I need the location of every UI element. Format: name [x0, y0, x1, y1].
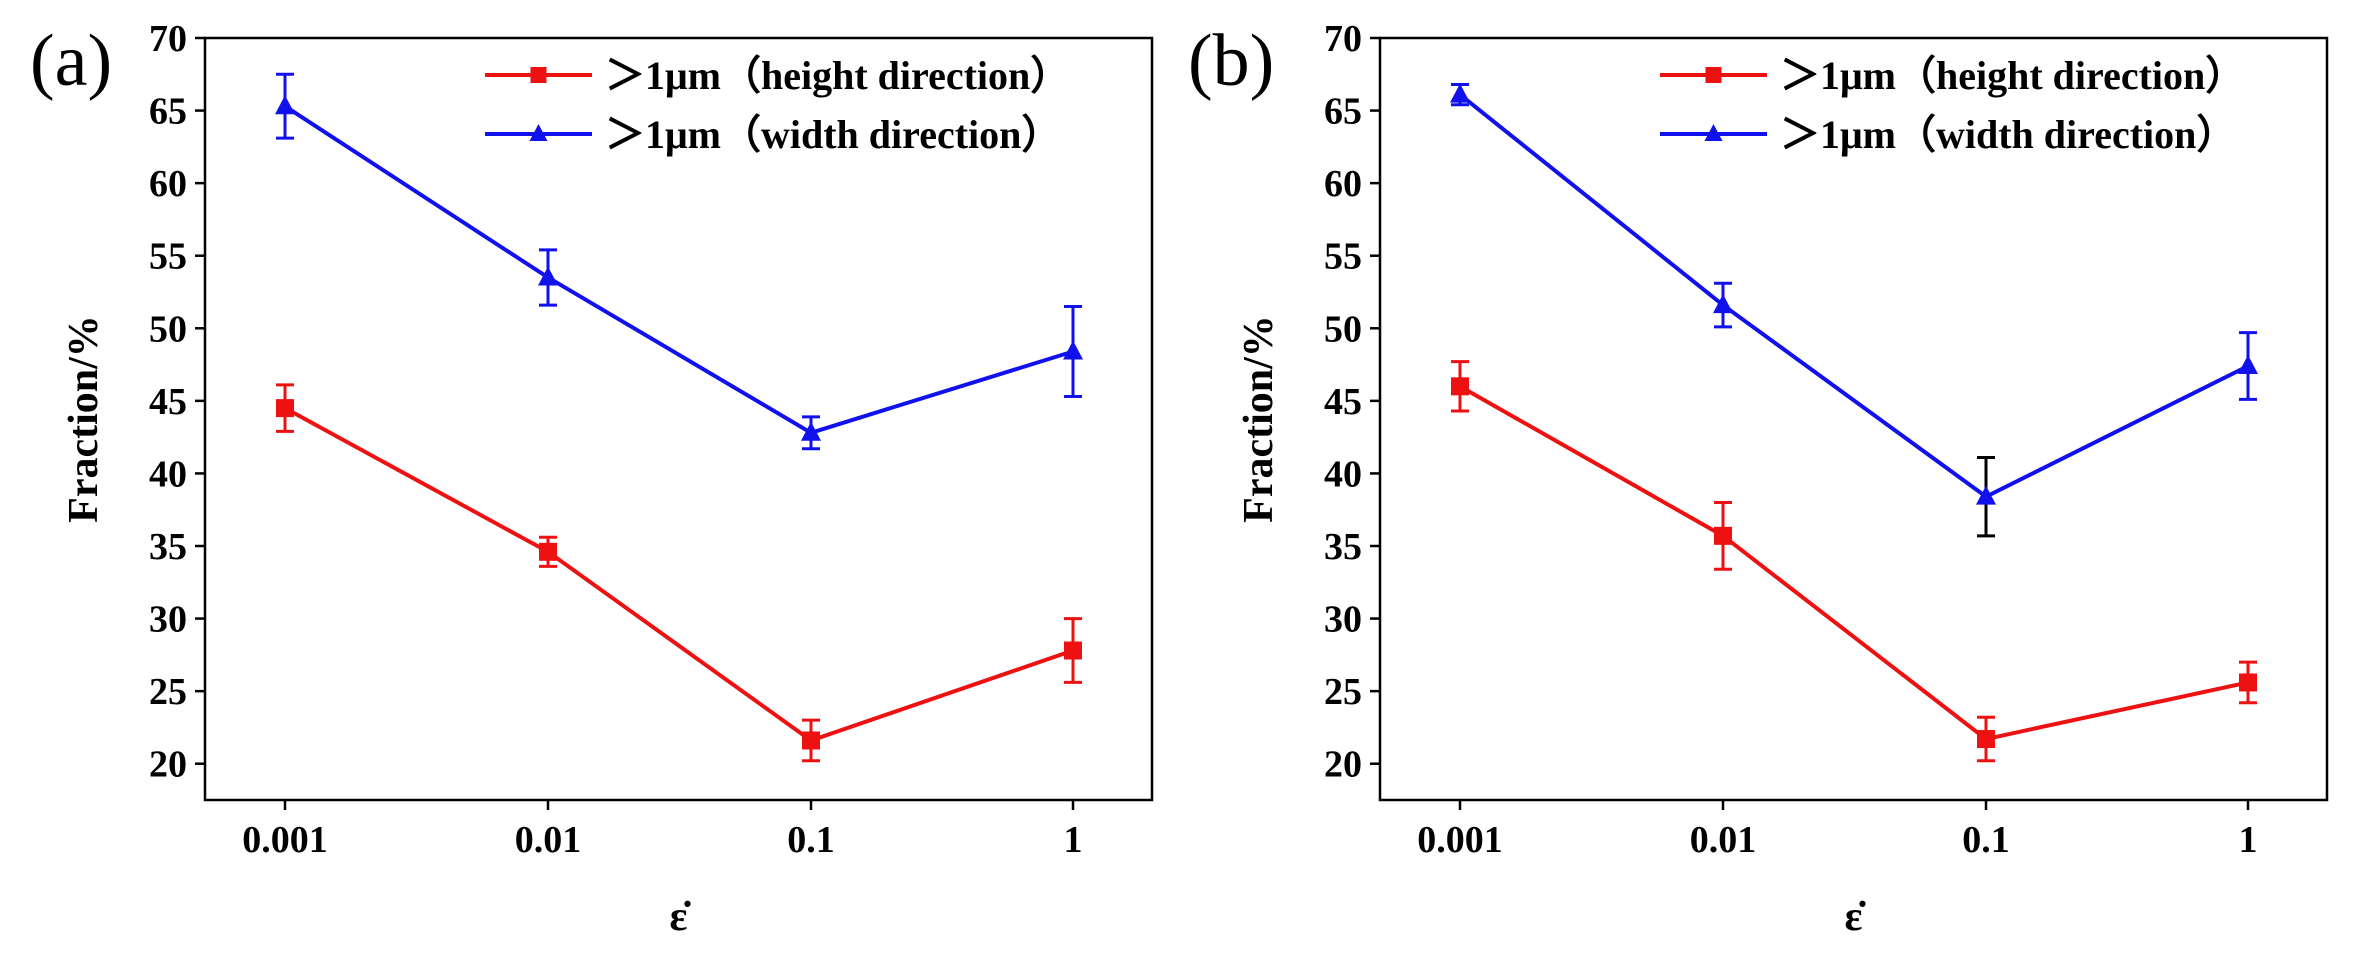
x-tick-label: 0.001: [242, 819, 328, 861]
y-tick-label: 65: [1324, 91, 1362, 133]
y-tick-label: 60: [1324, 163, 1362, 205]
x-axis-title: ε̇: [670, 894, 692, 940]
y-tick-label: 55: [149, 236, 187, 278]
y-tick-label: 60: [149, 163, 187, 205]
data-point: [1713, 294, 1733, 314]
series-height-direction: [1451, 360, 2257, 763]
y-axis-title: Fraction/%: [61, 315, 107, 523]
chart-panel-b: 20 25 30 35 40 45 50 55 60 65 70 0.001 0.01 0.1 1 ε̇ Fra…: [1188, 18, 2329, 940]
y-tick-label: 30: [1324, 599, 1362, 641]
y-tick-label: 50: [1324, 308, 1362, 350]
series-width-direction: [1450, 82, 2258, 538]
y-tick-label: 55: [1324, 236, 1362, 278]
legend-marker: [1704, 124, 1723, 141]
x-tick-label: 0.1: [787, 819, 835, 861]
x-tick-label: 0.1: [1962, 819, 2010, 861]
legend-entry: ＞1μm（width direction）: [485, 112, 1061, 157]
data-point: [1450, 83, 1470, 103]
y-tick-label: 65: [149, 91, 187, 133]
series-line: [1459, 384, 2249, 742]
series-line: [283, 104, 1074, 435]
y-tick-label: 35: [149, 526, 187, 568]
x-tick-label: 1: [2239, 819, 2258, 861]
legend-marker: [1705, 67, 1722, 83]
series-line: [1458, 93, 2249, 499]
legend-marker: [529, 124, 548, 141]
y-tick-label: 30: [149, 599, 187, 641]
data-point: [539, 542, 557, 561]
data-point: [276, 399, 294, 418]
data-point: [1064, 641, 1082, 660]
legend-label: ＞1μm（height direction）: [605, 53, 1070, 98]
data-point: [1063, 340, 1083, 360]
y-tick-label: 25: [1324, 671, 1362, 713]
panel-label: (a): [30, 20, 112, 102]
legend-marker: [530, 67, 547, 83]
data-point: [1976, 485, 1996, 505]
legend-label: ＞1μm（width direction）: [605, 112, 1061, 157]
legend-entry: ＞1μm（height direction）: [485, 53, 1070, 98]
y-tick-label: 45: [149, 381, 187, 423]
chart-panel-a: 20 25 30 35 40 45 50 55 60 65 70 0.001 0.01 0.1 1 ε̇ Fra…: [30, 18, 1154, 940]
x-axis-title: ε̇: [1845, 894, 1867, 940]
x-tick-label: 0.001: [1417, 819, 1503, 861]
plot-frame: [203, 36, 1154, 802]
legend-entry: ＞1μm（width direction）: [1660, 112, 2236, 157]
data-point: [2239, 673, 2257, 692]
y-axis-title: Fraction/%: [1236, 315, 1282, 523]
data-point: [1451, 377, 1469, 396]
series-line: [284, 406, 1074, 743]
data-point: [1977, 730, 1995, 749]
data-point: [2238, 355, 2258, 375]
x-tick-label: 0.01: [515, 819, 582, 861]
y-tick-label: 25: [149, 671, 187, 713]
legend-entry: ＞1μm（height direction）: [1660, 53, 2245, 98]
data-point: [802, 731, 820, 750]
y-tick-label: 45: [1324, 381, 1362, 423]
y-tick-label: 70: [149, 18, 187, 60]
y-tick-label: 70: [1324, 18, 1362, 60]
data-point: [538, 266, 558, 286]
legend-label: ＞1μm（width direction）: [1780, 112, 2236, 157]
series-width-direction: [275, 72, 1083, 451]
y-tick-label: 50: [149, 308, 187, 350]
y-tick-label: 35: [1324, 526, 1362, 568]
y-tick-label: 20: [1324, 744, 1362, 786]
y-tick-label: 20: [149, 744, 187, 786]
legend-label: ＞1μm（height direction）: [1780, 53, 2245, 98]
data-point: [275, 95, 295, 115]
series-height-direction: [276, 383, 1082, 763]
y-tick-label: 40: [149, 453, 187, 495]
data-point: [801, 421, 821, 441]
plot-frame: [1378, 36, 2329, 802]
x-tick-label: 0.01: [1690, 819, 1757, 861]
y-tick-label: 40: [1324, 453, 1362, 495]
x-tick-label: 1: [1064, 819, 1083, 861]
data-point: [1714, 526, 1732, 545]
panel-label: (b): [1188, 20, 1274, 102]
